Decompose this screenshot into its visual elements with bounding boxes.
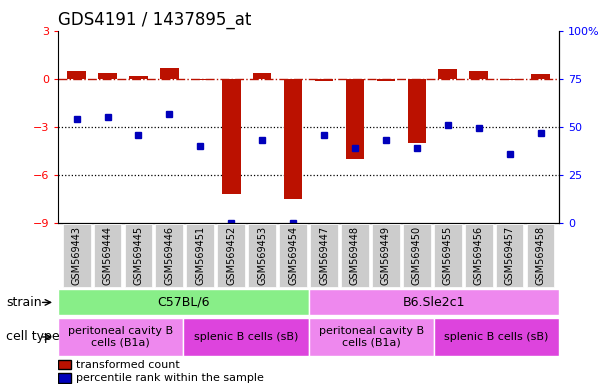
- FancyBboxPatch shape: [58, 318, 183, 356]
- Text: GSM569444: GSM569444: [103, 226, 112, 285]
- FancyBboxPatch shape: [527, 224, 554, 287]
- FancyBboxPatch shape: [434, 318, 559, 356]
- Text: GSM569449: GSM569449: [381, 226, 391, 285]
- FancyBboxPatch shape: [372, 224, 400, 287]
- Bar: [253, 73, 271, 79]
- Bar: [129, 76, 148, 79]
- Text: B6.Sle2c1: B6.Sle2c1: [403, 296, 465, 309]
- Text: GSM569456: GSM569456: [474, 226, 484, 285]
- FancyBboxPatch shape: [218, 224, 245, 287]
- Bar: [531, 74, 550, 79]
- Text: GSM569458: GSM569458: [535, 226, 546, 285]
- FancyBboxPatch shape: [309, 318, 434, 356]
- Bar: [408, 79, 426, 143]
- FancyBboxPatch shape: [496, 224, 524, 287]
- FancyBboxPatch shape: [434, 224, 462, 287]
- Text: cell type: cell type: [6, 331, 60, 343]
- Text: splenic B cells (sB): splenic B cells (sB): [194, 332, 298, 342]
- Text: GSM569446: GSM569446: [164, 226, 174, 285]
- Text: GSM569445: GSM569445: [133, 226, 144, 285]
- Bar: [98, 73, 117, 79]
- FancyBboxPatch shape: [465, 224, 492, 287]
- Bar: [346, 79, 364, 159]
- FancyBboxPatch shape: [279, 224, 307, 287]
- FancyBboxPatch shape: [403, 224, 431, 287]
- Bar: [469, 71, 488, 79]
- Text: GDS4191 / 1437895_at: GDS4191 / 1437895_at: [58, 12, 251, 30]
- Bar: [284, 79, 302, 199]
- FancyBboxPatch shape: [58, 373, 71, 382]
- FancyBboxPatch shape: [248, 224, 276, 287]
- FancyBboxPatch shape: [93, 224, 122, 287]
- Text: transformed count: transformed count: [76, 360, 180, 370]
- FancyBboxPatch shape: [341, 224, 369, 287]
- Bar: [222, 79, 241, 194]
- FancyBboxPatch shape: [155, 224, 183, 287]
- Text: GSM569450: GSM569450: [412, 226, 422, 285]
- Bar: [315, 79, 333, 81]
- FancyBboxPatch shape: [310, 224, 338, 287]
- Text: peritoneal cavity B
cells (B1a): peritoneal cavity B cells (B1a): [318, 326, 424, 348]
- Text: GSM569455: GSM569455: [443, 226, 453, 285]
- Text: GSM569452: GSM569452: [226, 226, 236, 285]
- Bar: [439, 69, 457, 79]
- Text: strain: strain: [6, 296, 42, 309]
- FancyBboxPatch shape: [309, 290, 559, 315]
- FancyBboxPatch shape: [63, 224, 90, 287]
- FancyBboxPatch shape: [183, 318, 309, 356]
- Text: GSM569451: GSM569451: [196, 226, 205, 285]
- Bar: [376, 79, 395, 81]
- FancyBboxPatch shape: [186, 224, 214, 287]
- Text: percentile rank within the sample: percentile rank within the sample: [76, 373, 263, 383]
- Text: GSM569448: GSM569448: [350, 226, 360, 285]
- Text: splenic B cells (sB): splenic B cells (sB): [444, 332, 549, 342]
- FancyBboxPatch shape: [58, 360, 71, 369]
- Text: peritoneal cavity B
cells (B1a): peritoneal cavity B cells (B1a): [68, 326, 174, 348]
- Text: GSM569447: GSM569447: [319, 226, 329, 285]
- Text: GSM569454: GSM569454: [288, 226, 298, 285]
- Text: C57BL/6: C57BL/6: [157, 296, 210, 309]
- FancyBboxPatch shape: [125, 224, 152, 287]
- FancyBboxPatch shape: [58, 290, 309, 315]
- Bar: [160, 68, 178, 79]
- Text: GSM569453: GSM569453: [257, 226, 267, 285]
- Bar: [67, 71, 86, 79]
- Text: GSM569457: GSM569457: [505, 226, 514, 285]
- Text: GSM569443: GSM569443: [71, 226, 82, 285]
